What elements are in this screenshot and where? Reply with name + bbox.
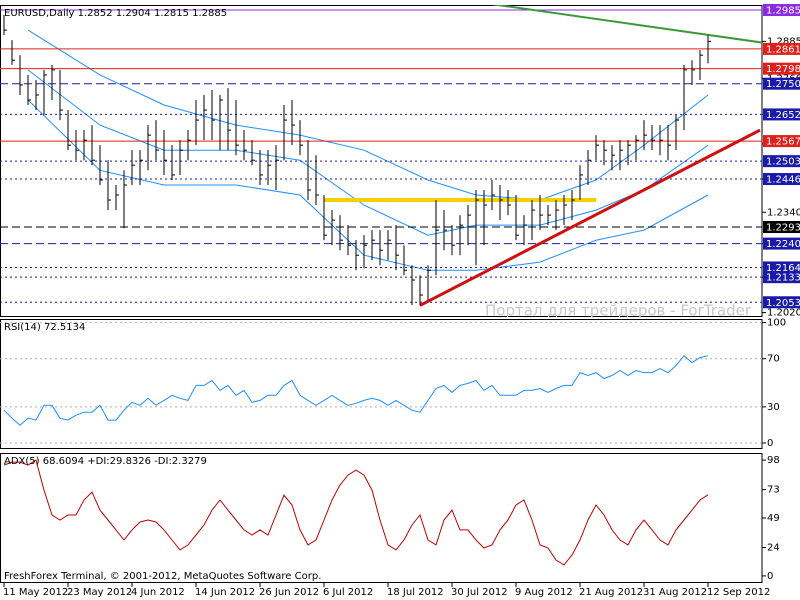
x-tick-label: 23 May 2012 (67, 587, 132, 598)
level-box (763, 261, 800, 274)
y-tick-label: 73 (767, 485, 780, 496)
x-tick-label: 18 Jul 2012 (387, 587, 444, 598)
level-label: 1.2053 (766, 298, 800, 309)
y-tick-label: 49 (767, 513, 780, 524)
level-box (763, 155, 800, 168)
panel-title: RSI(14) 72.5134 (4, 322, 85, 333)
trend-line (419, 128, 761, 307)
level-label: 1.2567 (766, 137, 800, 148)
y-tick-label: 0 (767, 438, 773, 449)
y-tick-label: 24 (767, 543, 780, 554)
y-tick-label: 30 (767, 402, 780, 413)
level-label: 1.2446 (766, 175, 800, 186)
watermark: Портал для трейдеров - ForTrader (485, 302, 752, 320)
y-tick-label: 1.2340 (767, 207, 800, 218)
y-tick-label: 100 (767, 318, 786, 329)
level-label: 1.2861 (766, 44, 800, 55)
trend-line (490, 5, 762, 44)
x-tick-label: 4 Jun 2012 (131, 587, 185, 598)
x-tick-label: 21 Aug 2012 (579, 587, 643, 598)
y-tick-label: 1.2020 (767, 308, 800, 319)
band-line (27, 29, 709, 201)
level-label: 1.2652 (766, 110, 800, 121)
level-box (763, 62, 800, 75)
level-label: 1.2750 (766, 79, 800, 90)
level-box (763, 77, 800, 90)
panel-title: ADX(5) 68.6094 +DI:29.8326 -DI:2.3279 (4, 456, 207, 467)
x-tick-label: 11 May 2012 (3, 587, 68, 598)
x-tick-label: 26 Jun 2012 (259, 587, 319, 598)
level-box (763, 237, 800, 250)
y-tick-label: 70 (767, 354, 780, 365)
level-label: 1.2503 (766, 157, 800, 168)
panel-title: EURUSD,Daily 1.2852 1.2904 1.2815 1.2885 (4, 8, 227, 19)
level-box (763, 42, 800, 55)
level-label: 1.2985 (766, 6, 800, 17)
x-tick-label: 14 Jun 2012 (195, 587, 255, 598)
level-box (763, 173, 800, 186)
level-box (763, 221, 800, 234)
y-tick-label: 0 (767, 571, 773, 582)
footer: FreshForex Terminal, © 2001-2012, MetaQu… (4, 571, 321, 582)
indicator-line (3, 459, 709, 566)
price-layer: Портал для трейдеров - ForTrader (0, 5, 762, 320)
level-box (763, 271, 800, 284)
level-label: 1.2240 (766, 239, 800, 250)
y-tick-label: 98 (767, 455, 780, 466)
level-box (763, 4, 800, 17)
level-label: 1.2164 (766, 263, 800, 274)
y-tick-label: 1.2885 (767, 36, 800, 47)
x-tick-label: 30 Jul 2012 (451, 587, 508, 598)
x-tick-label: 31 Aug 2012 (643, 587, 707, 598)
content: 1.28851.27661.26521.25581.24461.23401.22… (0, 4, 800, 598)
band-line (27, 69, 709, 236)
level-label: 1.2798 (766, 64, 800, 75)
x-tick-label: 9 Aug 2012 (515, 587, 573, 598)
level-box (763, 135, 800, 148)
x-tick-label: 6 Jul 2012 (323, 587, 373, 598)
level-label: 1.2293 (766, 223, 800, 234)
level-box (763, 108, 800, 121)
level-box (763, 296, 800, 309)
indicator-line (3, 354, 709, 426)
level-label: 1.2133 (766, 273, 800, 284)
x-tick-label: 12 Sep 2012 (707, 587, 770, 598)
panel-frame (0, 319, 763, 449)
